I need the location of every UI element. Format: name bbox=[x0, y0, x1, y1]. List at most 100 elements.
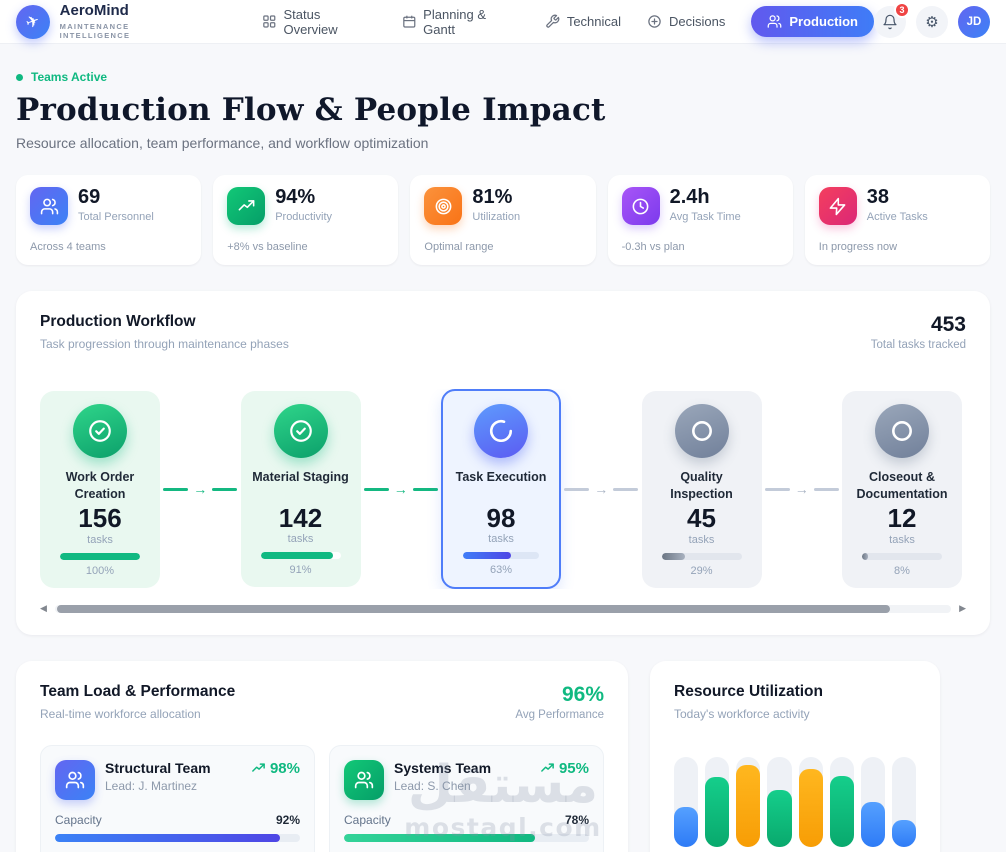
utilization-bar-track bbox=[860, 757, 885, 848]
nav-item-status-overview[interactable]: Status Overview bbox=[262, 7, 376, 37]
utilization-bar bbox=[798, 769, 823, 848]
capacity-value: 78% bbox=[564, 813, 589, 828]
team-load-panel: Team Load & Performance Real-time workfo… bbox=[16, 661, 628, 852]
team-card-systems[interactable]: Systems Team Lead: S. Chen 95% Capacity … bbox=[329, 745, 604, 852]
circle-icon bbox=[674, 403, 729, 458]
workflow-stage-work-order-creation[interactable]: Work Order Creation 156 tasks 100% bbox=[40, 390, 160, 588]
nav-item-planning-gantt[interactable]: Planning & Gantt bbox=[402, 7, 519, 37]
stat-caption: In progress now bbox=[818, 241, 898, 253]
stat-label: Avg Task Time bbox=[669, 211, 741, 223]
scroll-left-icon[interactable]: ◀ bbox=[40, 603, 47, 614]
stat-value: 94% bbox=[275, 186, 316, 208]
nav-label: Technical bbox=[566, 14, 622, 29]
team-performance-value: 95% bbox=[558, 760, 589, 778]
workflow-subtitle: Task progression through maintenance pha… bbox=[40, 337, 289, 351]
workflow-stage-closeout-documentation[interactable]: Closeout & Documentation 12 tasks 8% bbox=[842, 390, 962, 588]
nav-label: Status Overview bbox=[283, 6, 338, 37]
utilization-bar-track bbox=[767, 757, 792, 848]
utilization-bar-track bbox=[705, 757, 730, 848]
status-dot-icon bbox=[16, 73, 23, 81]
nav-item-decisions[interactable]: Decisions bbox=[647, 14, 725, 29]
nav-item-technical[interactable]: Technical bbox=[545, 14, 621, 29]
nav-label: Planning & Gantt bbox=[423, 6, 487, 37]
stat-label: Utilization bbox=[472, 211, 521, 223]
workflow-total-label: Total tasks tracked bbox=[870, 339, 966, 352]
stage-tasks-label: tasks bbox=[889, 533, 915, 546]
stage-progress-track bbox=[862, 552, 942, 560]
arrow-right-icon: → bbox=[193, 481, 208, 498]
stage-percent: 91% bbox=[289, 564, 312, 577]
utilization-bar bbox=[736, 764, 761, 848]
utilization-bar-track bbox=[829, 757, 854, 848]
stat-card-total-personnel: 69 Total Personnel Across 4 teams bbox=[16, 175, 202, 265]
team-name: Structural Team bbox=[105, 760, 211, 777]
team-performance: 95% bbox=[540, 760, 589, 777]
arrow-right-icon: → bbox=[393, 481, 408, 498]
stat-label: Productivity bbox=[275, 211, 333, 223]
page-title: Production Flow & People Impact bbox=[16, 92, 606, 128]
settings-button[interactable]: ⚙ bbox=[916, 5, 948, 38]
scrollbar-thumb[interactable] bbox=[56, 604, 891, 613]
stage-percent: 8% bbox=[894, 564, 910, 577]
utilization-bar bbox=[767, 789, 792, 848]
stat-caption: Across 4 teams bbox=[30, 241, 106, 253]
stage-progress-fill bbox=[260, 552, 334, 560]
team-performance-value: 98% bbox=[269, 760, 300, 778]
stat-value: 2.4h bbox=[669, 186, 710, 208]
stat-value: 81% bbox=[472, 186, 513, 208]
check-circle-icon bbox=[273, 404, 328, 459]
nav-right: 3 ⚙ JD bbox=[874, 1, 990, 38]
stage-progress-fill bbox=[862, 552, 869, 560]
stage-name: Closeout & Documentation bbox=[856, 469, 948, 501]
workflow-stage-task-execution[interactable]: Task Execution 98 tasks 63% bbox=[441, 389, 561, 590]
stage-progress-track bbox=[463, 552, 539, 560]
notification-badge: 3 bbox=[894, 1, 910, 18]
scrollbar-track[interactable] bbox=[54, 604, 952, 613]
utilization-bar bbox=[860, 801, 885, 848]
stat-caption: -0.3h vs plan bbox=[621, 241, 685, 253]
stage-percent: 100% bbox=[85, 564, 115, 577]
scroll-right-icon[interactable]: ▶ bbox=[959, 603, 966, 614]
grid-icon bbox=[263, 15, 276, 28]
stage-name: Task Execution bbox=[455, 470, 547, 485]
stage-progress-fill bbox=[60, 552, 140, 560]
page-subtitle: Resource allocation, team performance, a… bbox=[16, 135, 429, 151]
stat-value: 38 bbox=[866, 186, 890, 208]
plane-icon: ✈ bbox=[16, 4, 50, 39]
nav-item-production[interactable]: Production bbox=[751, 6, 874, 37]
status-badge: Teams Active bbox=[16, 70, 990, 84]
top-nav: ✈ AeroMind MAINTENANCE INTELLIGENCE Stat… bbox=[0, 0, 1006, 44]
notifications-button[interactable]: 3 bbox=[874, 1, 910, 38]
brand-name: AeroMind bbox=[59, 2, 129, 20]
capacity-bar-fill bbox=[344, 834, 536, 843]
utilization-bar-track bbox=[891, 757, 916, 848]
people-icon bbox=[30, 187, 68, 225]
stage-name: Work Order Creation bbox=[65, 469, 135, 501]
brand[interactable]: ✈ AeroMind MAINTENANCE INTELLIGENCE bbox=[16, 3, 202, 40]
stage-tasks-label: tasks bbox=[688, 533, 715, 546]
workflow-connector: → bbox=[762, 482, 843, 496]
target-icon bbox=[424, 187, 463, 225]
stage-percent: 63% bbox=[489, 564, 513, 577]
utilization-subtitle: Today's workforce activity bbox=[674, 707, 810, 722]
avatar[interactable]: JD bbox=[958, 5, 990, 38]
workflow-stages-row: Work Order Creation 156 tasks 100% → Mat… bbox=[40, 389, 962, 590]
capacity-label: Capacity bbox=[344, 813, 391, 828]
team-lead: Lead: J. Martinez bbox=[105, 779, 198, 794]
stage-name: Material Staging bbox=[252, 470, 349, 485]
utilization-bar-track bbox=[798, 757, 823, 848]
capacity-label: Capacity bbox=[55, 813, 102, 828]
team-load-subtitle: Real-time workforce allocation bbox=[40, 707, 201, 722]
arrow-right-icon: → bbox=[594, 481, 609, 498]
workflow-stage-quality-inspection[interactable]: Quality Inspection 45 tasks 29% bbox=[641, 390, 762, 588]
avg-performance-value: 96% bbox=[561, 683, 604, 707]
production-workflow-panel: Production Workflow Task progression thr… bbox=[16, 291, 990, 636]
stage-task-count: 142 bbox=[278, 503, 323, 534]
team-card-structural[interactable]: Structural Team Lead: J. Martinez 98% Ca… bbox=[40, 745, 315, 852]
stats-row: 69 Total Personnel Across 4 teams 94% Pr… bbox=[16, 175, 990, 265]
utilization-title: Resource Utilization bbox=[674, 683, 823, 701]
workflow-stage-material-staging[interactable]: Material Staging 142 tasks 91% bbox=[240, 391, 361, 588]
team-name: Systems Team bbox=[394, 760, 492, 777]
capacity-bar-fill bbox=[55, 834, 281, 843]
team-performance: 98% bbox=[251, 760, 300, 777]
